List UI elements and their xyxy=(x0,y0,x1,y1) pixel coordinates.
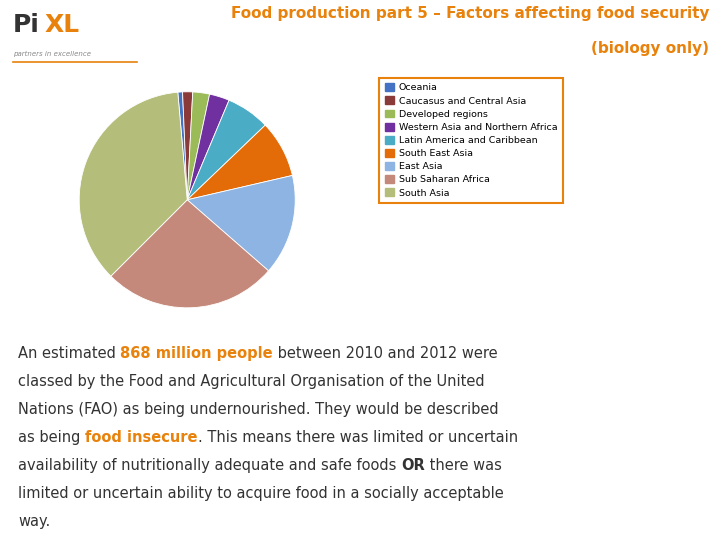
Wedge shape xyxy=(79,92,187,276)
Text: XL: XL xyxy=(45,12,80,37)
Text: availability of nutritionally adequate and safe foods: availability of nutritionally adequate a… xyxy=(18,458,401,473)
Text: partners in excellence: partners in excellence xyxy=(13,51,91,57)
Wedge shape xyxy=(187,92,210,200)
Text: . This means there was limited or uncertain: . This means there was limited or uncert… xyxy=(197,430,518,445)
Text: An estimated: An estimated xyxy=(18,346,120,361)
Wedge shape xyxy=(183,92,193,200)
Text: Nations (FAO) as being undernourished. They would be described: Nations (FAO) as being undernourished. T… xyxy=(18,402,499,417)
Wedge shape xyxy=(187,100,265,200)
Text: Food production part 5 – Factors affecting food security: Food production part 5 – Factors affecti… xyxy=(230,5,709,21)
Text: there was: there was xyxy=(425,458,502,473)
Wedge shape xyxy=(187,94,229,200)
Text: limited or uncertain ability to acquire food in a socially acceptable: limited or uncertain ability to acquire … xyxy=(18,486,504,501)
Text: way.: way. xyxy=(18,514,50,529)
Text: (biology only): (biology only) xyxy=(591,40,709,56)
Text: OR: OR xyxy=(401,458,425,473)
Text: between 2010 and 2012 were: between 2010 and 2012 were xyxy=(273,346,498,361)
Text: Pi: Pi xyxy=(13,12,40,37)
Wedge shape xyxy=(111,200,269,308)
Text: classed by the Food and Agricultural Organisation of the United: classed by the Food and Agricultural Org… xyxy=(18,374,485,389)
Legend: Oceania, Caucasus and Central Asia, Developed regions, Western Asia and Northern: Oceania, Caucasus and Central Asia, Deve… xyxy=(379,78,563,203)
Text: as being: as being xyxy=(18,430,85,445)
Wedge shape xyxy=(187,176,295,271)
Wedge shape xyxy=(187,125,292,200)
Text: food insecure: food insecure xyxy=(85,430,197,445)
Wedge shape xyxy=(178,92,187,200)
Text: Better hope – brighter future: Better hope – brighter future xyxy=(285,523,435,533)
Text: 868 million people: 868 million people xyxy=(120,346,273,361)
